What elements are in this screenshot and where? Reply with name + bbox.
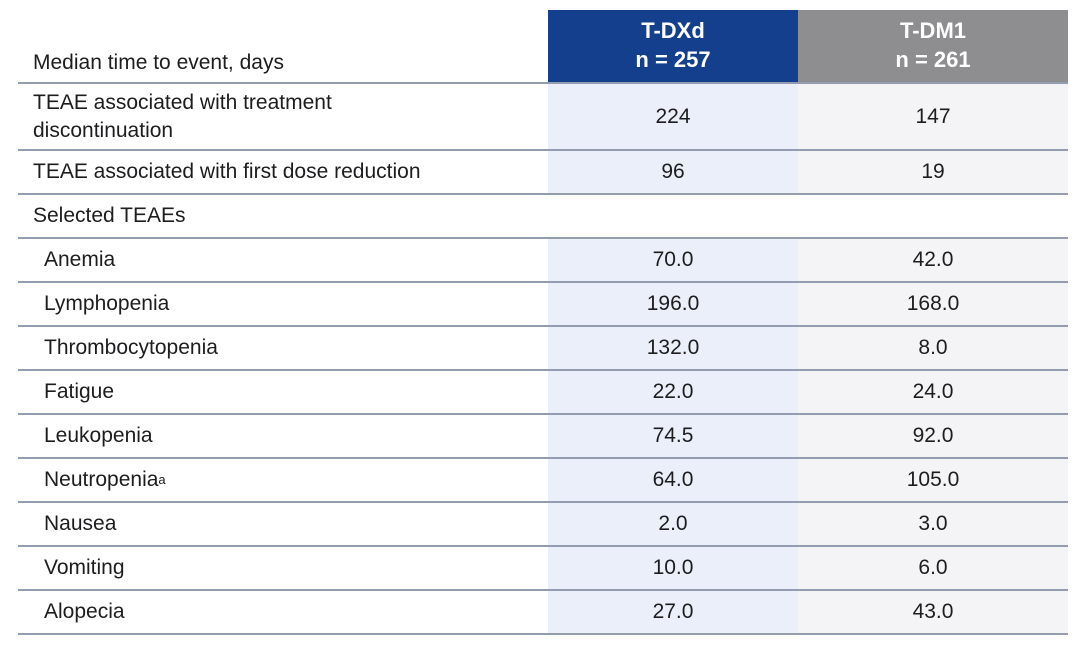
row-label-text: Neutropenia: [44, 468, 159, 492]
row-label: TEAE associated with first dose reductio…: [33, 160, 421, 184]
table-header-row: Median time to event, days T-DXd n = 257…: [18, 0, 1068, 84]
value-tdm1: 8.0: [798, 327, 1068, 369]
value-tdxd: 196.0: [548, 283, 798, 325]
row-label: Thrombocytopenia: [44, 336, 218, 360]
value-tdm1: 147: [798, 84, 1068, 149]
table-row-nausea: Nausea 2.0 3.0: [18, 503, 1068, 547]
section-label: Selected TEAEs: [33, 204, 186, 228]
table-section-row-selected-teaes: Selected TEAEs: [18, 195, 1068, 239]
row-label: Lymphopenia: [44, 292, 170, 316]
value-tdxd: 27.0: [548, 591, 798, 633]
value-tdxd: 70.0: [548, 239, 798, 281]
value-tdm1: 6.0: [798, 547, 1068, 589]
value-tdxd: 22.0: [548, 371, 798, 413]
row-label: TEAE associated with treatment discontin…: [33, 90, 332, 142]
value-tdm1: 43.0: [798, 591, 1068, 633]
value-tdxd: 132.0: [548, 327, 798, 369]
table-row-vomiting: Vomiting 10.0 6.0: [18, 547, 1068, 591]
table-row-teae-dose-reduction: TEAE associated with first dose reductio…: [18, 151, 1068, 195]
table-row-leukopenia: Leukopenia 74.5 92.0: [18, 415, 1068, 459]
table-row-neutropenia: Neutropenia a 64.0 105.0: [18, 459, 1068, 503]
value-tdm1: 168.0: [798, 283, 1068, 325]
value-tdxd: [548, 195, 798, 237]
median-time-to-event-table: Median time to event, days T-DXd n = 257…: [18, 0, 1068, 635]
column-header-tdxd-title: T-DXd: [641, 18, 705, 44]
value-tdm1: 105.0: [798, 459, 1068, 501]
table-row-fatigue: Fatigue 22.0 24.0: [18, 371, 1068, 415]
row-label: Alopecia: [44, 600, 125, 624]
column-header-tdm1-subtitle: n = 261: [895, 47, 971, 72]
row-label: Fatigue: [44, 380, 115, 404]
table-row-anemia: Anemia 70.0 42.0: [18, 239, 1068, 283]
row-label: Anemia: [44, 248, 116, 272]
table-row-thrombocytopenia: Thrombocytopenia 132.0 8.0: [18, 327, 1068, 371]
value-tdm1: 19: [798, 151, 1068, 193]
column-header-tdm1-title: T-DM1: [900, 18, 966, 44]
table-row-lymphopenia: Lymphopenia 196.0 168.0: [18, 283, 1068, 327]
row-label: Nausea: [44, 512, 117, 536]
value-tdxd: 74.5: [548, 415, 798, 457]
table-row-alopecia: Alopecia 27.0 43.0: [18, 591, 1068, 635]
value-tdm1: 24.0: [798, 371, 1068, 413]
column-header-tdm1: T-DM1 n = 261: [798, 10, 1068, 82]
value-tdm1: 92.0: [798, 415, 1068, 457]
corner-header-label: Median time to event, days: [33, 51, 284, 74]
value-tdm1: 42.0: [798, 239, 1068, 281]
value-tdxd: 224: [548, 84, 798, 149]
row-label: Leukopenia: [44, 424, 153, 448]
value-tdm1: 3.0: [798, 503, 1068, 545]
value-tdxd: 96: [548, 151, 798, 193]
row-label: Neutropenia a: [18, 459, 548, 501]
column-header-tdxd-subtitle: n = 257: [635, 47, 711, 72]
column-header-tdxd: T-DXd n = 257: [548, 10, 798, 82]
value-tdm1: [798, 195, 1068, 237]
value-tdxd: 10.0: [548, 547, 798, 589]
value-tdxd: 2.0: [548, 503, 798, 545]
value-tdxd: 64.0: [548, 459, 798, 501]
row-label: Vomiting: [44, 556, 125, 580]
table-row-teae-discontinuation: TEAE associated with treatment discontin…: [18, 84, 1068, 151]
